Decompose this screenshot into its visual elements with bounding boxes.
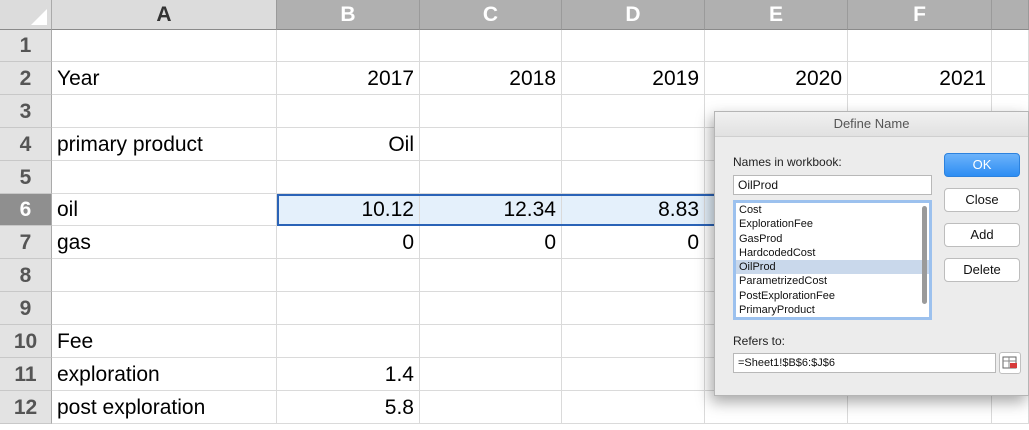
cell-b6[interactable]: 10.12	[277, 194, 420, 226]
row-header-4[interactable]: 4	[0, 128, 52, 161]
cell-d1[interactable]	[562, 30, 705, 62]
cell-a1[interactable]	[52, 30, 277, 62]
row-header-3[interactable]: 3	[0, 95, 52, 128]
cell-a12[interactable]: post exploration	[52, 391, 277, 424]
cell-a4[interactable]: primary product	[52, 128, 277, 161]
cell-a5[interactable]	[52, 161, 277, 194]
row-header-8[interactable]: 8	[0, 259, 52, 292]
name-list-item[interactable]: HardcodedCost	[739, 246, 816, 259]
name-list-item[interactable]: Cost	[739, 204, 762, 216]
close-button[interactable]: Close	[944, 188, 1020, 212]
cell-d7[interactable]: 0	[562, 226, 705, 259]
column-header-f[interactable]: F	[848, 0, 992, 30]
cell-d12[interactable]	[562, 391, 705, 424]
column-header-d[interactable]: D	[562, 0, 705, 30]
cell-g2[interactable]	[992, 62, 1029, 95]
row-header-2[interactable]: 2	[0, 62, 52, 95]
cell-b5[interactable]	[277, 161, 420, 194]
range-select-icon	[1002, 356, 1017, 369]
cell-a6[interactable]: oil	[52, 194, 277, 226]
cell-a9[interactable]	[52, 292, 277, 325]
names-listbox[interactable]: Cost ExplorationFee GasProd HardcodedCost Oi…	[733, 200, 932, 320]
cell-b12[interactable]: 5.8	[277, 391, 420, 424]
cell-c9[interactable]	[420, 292, 562, 325]
cell-c12[interactable]	[420, 391, 562, 424]
cell-c3[interactable]	[420, 95, 562, 128]
name-list-item[interactable]: ExplorationFee	[739, 218, 813, 231]
cell-e12[interactable]	[705, 391, 848, 424]
cell-c11[interactable]	[420, 358, 562, 391]
cell-b11[interactable]: 1.4	[277, 358, 420, 391]
cell-d8[interactable]	[562, 259, 705, 292]
cell-a10[interactable]: Fee	[52, 325, 277, 358]
cell-c10[interactable]	[420, 325, 562, 358]
refers-to-label: Refers to:	[733, 334, 786, 348]
row-header-12[interactable]: 12	[0, 391, 52, 424]
select-all-corner[interactable]	[0, 0, 52, 30]
name-list-item[interactable]: PostExplorationFee	[739, 289, 835, 302]
collapse-dialog-button[interactable]	[999, 352, 1021, 374]
cell-a7[interactable]: gas	[52, 226, 277, 259]
cell-b8[interactable]	[277, 259, 420, 292]
row-header-6[interactable]: 6	[0, 194, 52, 226]
cell-d2[interactable]: 2019	[562, 62, 705, 95]
dialog-title: Define Name	[715, 112, 1028, 137]
name-list-item[interactable]: OilProd	[736, 260, 929, 275]
cell-c8[interactable]	[420, 259, 562, 292]
refers-to-input[interactable]	[733, 353, 996, 373]
cell-d5[interactable]	[562, 161, 705, 194]
cell-b9[interactable]	[277, 292, 420, 325]
column-header-a[interactable]: A	[52, 0, 277, 30]
row-header-9[interactable]: 9	[0, 292, 52, 325]
name-list-item[interactable]: ParametrizedCost	[739, 275, 828, 288]
cell-d10[interactable]	[562, 325, 705, 358]
column-header-c[interactable]: C	[420, 0, 562, 30]
add-button[interactable]: Add	[944, 223, 1020, 247]
cell-c4[interactable]	[420, 128, 562, 161]
cell-g1[interactable]	[992, 30, 1029, 62]
row-header-7[interactable]: 7	[0, 226, 52, 259]
cell-a3[interactable]	[52, 95, 277, 128]
cell-d11[interactable]	[562, 358, 705, 391]
row-header-10[interactable]: 10	[0, 325, 52, 358]
cell-b2[interactable]: 2017	[277, 62, 420, 95]
cell-f2[interactable]: 2021	[848, 62, 992, 95]
name-list-item[interactable]: PrimaryProduct	[739, 304, 815, 317]
cell-a8[interactable]	[52, 259, 277, 292]
row-header-1[interactable]: 1	[0, 30, 52, 62]
ok-button[interactable]: OK	[944, 153, 1020, 177]
cell-e1[interactable]	[705, 30, 848, 62]
name-list-item[interactable]: GasProd	[739, 232, 783, 245]
cell-c7[interactable]: 0	[420, 226, 562, 259]
name-input[interactable]	[733, 175, 932, 195]
names-in-workbook-label: Names in workbook:	[733, 155, 842, 169]
cell-d3[interactable]	[562, 95, 705, 128]
select-all-triangle-icon	[31, 9, 47, 25]
cell-b1[interactable]	[277, 30, 420, 62]
cell-b3[interactable]	[277, 95, 420, 128]
cell-f12[interactable]	[848, 391, 992, 424]
column-header-b[interactable]: B	[277, 0, 420, 30]
define-name-dialog: Define Name Names in workbook: Cost Explo…	[714, 111, 1029, 396]
column-header-g[interactable]	[992, 0, 1029, 30]
delete-button[interactable]: Delete	[944, 258, 1020, 282]
cell-d9[interactable]	[562, 292, 705, 325]
cell-c2[interactable]: 2018	[420, 62, 562, 95]
cell-b10[interactable]	[277, 325, 420, 358]
cell-d6[interactable]: 8.83	[562, 194, 705, 226]
cell-a2[interactable]: Year	[52, 62, 277, 95]
cell-c1[interactable]	[420, 30, 562, 62]
cell-c5[interactable]	[420, 161, 562, 194]
cell-b4[interactable]: Oil	[277, 128, 420, 161]
cell-e2[interactable]: 2020	[705, 62, 848, 95]
cell-c6[interactable]: 12.34	[420, 194, 562, 226]
names-scrollbar[interactable]	[922, 206, 927, 304]
row-header-5[interactable]: 5	[0, 161, 52, 194]
row-header-11[interactable]: 11	[0, 358, 52, 391]
cell-a11[interactable]: exploration	[52, 358, 277, 391]
cell-d4[interactable]	[562, 128, 705, 161]
cell-f1[interactable]	[848, 30, 992, 62]
cell-b7[interactable]: 0	[277, 226, 420, 259]
column-header-e[interactable]: E	[705, 0, 848, 30]
